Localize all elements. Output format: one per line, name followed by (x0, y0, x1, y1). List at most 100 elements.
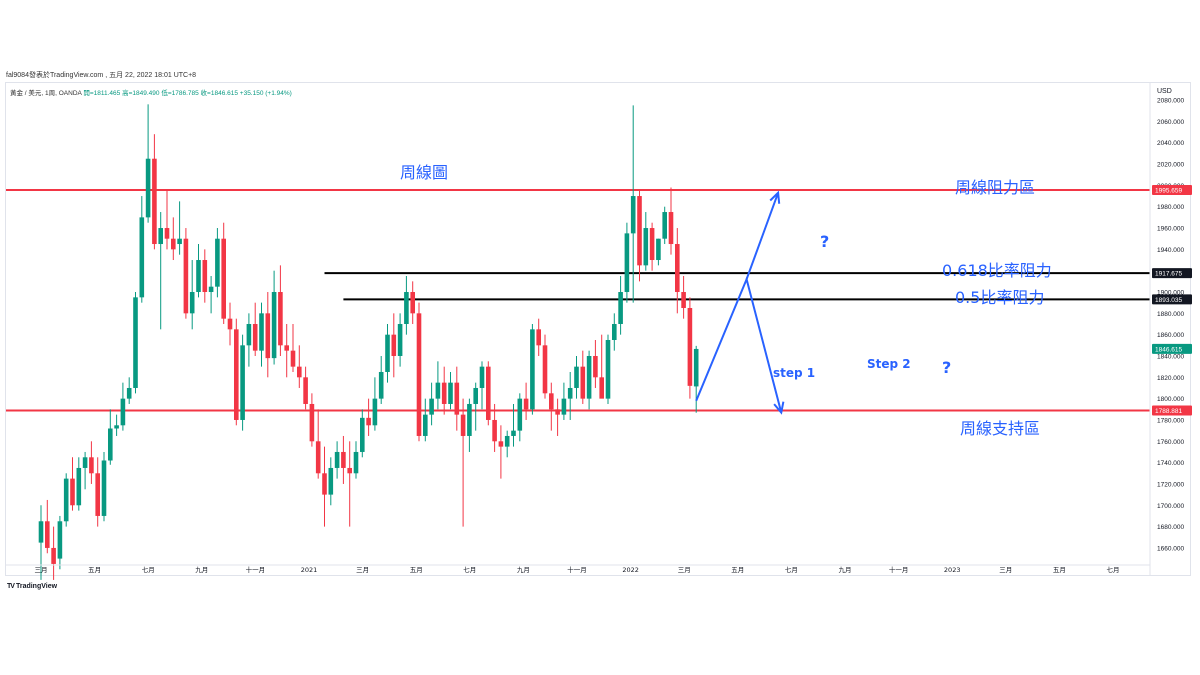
y-tick-label: 1880.000 (1157, 311, 1184, 318)
candle-body (240, 345, 245, 420)
candle-body (353, 451, 359, 474)
candle-body (372, 398, 378, 426)
question-mark-right: ? (942, 358, 951, 377)
price-tag-label: 1995.659 (1155, 188, 1182, 195)
time-axis[interactable]: 三月 五月 七月 九月 十一月 2021 三月 五月 七月 九月 十一月 2022 三月 五月 七月 九月 十一… (6, 564, 1150, 574)
candle-body (89, 457, 94, 474)
candle-body (574, 366, 579, 388)
candle-body (605, 339, 611, 399)
candle-body (378, 371, 384, 399)
candle-body (126, 387, 132, 399)
x-tick-label: 九月 (195, 565, 208, 574)
candle-body (82, 457, 88, 468)
price-tag-label: 1788.881 (1155, 408, 1182, 415)
candle-body (536, 329, 541, 346)
x-tick-label: 三月 (678, 566, 691, 574)
candle-body (530, 329, 535, 410)
candle-body (360, 417, 365, 452)
candle-body (152, 158, 157, 245)
candle-body (410, 292, 415, 314)
candle-body (215, 238, 220, 287)
candles (38, 104, 699, 580)
price-axis[interactable]: USD2080.0002060.0002040.0002020.0002000.… (1149, 83, 1184, 575)
price-tag-label: 1846.615 (1155, 346, 1182, 353)
candle-body (189, 292, 195, 314)
support-zone-label: 周線支持區 (960, 419, 1040, 438)
x-tick-label: 五月 (88, 566, 101, 574)
candle-body (271, 292, 277, 359)
candle-body (95, 473, 100, 516)
y-tick-label: 1800.000 (1157, 396, 1184, 403)
y-tick-label: 2040.000 (1157, 140, 1184, 147)
y-tick-label: 1700.000 (1157, 503, 1184, 510)
candle-body (523, 398, 529, 410)
price-tag-box (1152, 185, 1192, 196)
x-tick-label: 九月 (839, 565, 852, 574)
candle-body (492, 419, 497, 442)
candle-body (467, 403, 472, 436)
open-value: 開=1811.465 (83, 90, 121, 97)
symbol-name[interactable]: 黃金 / 美元, 1周, OANDA (10, 90, 82, 97)
candle-body (385, 334, 390, 372)
x-tick-label: 五月 (410, 566, 423, 574)
y-tick-label: 1960.000 (1157, 226, 1184, 233)
candle-body (612, 324, 617, 340)
candle-body (108, 428, 113, 461)
candle-body (297, 366, 302, 378)
candle-body (397, 324, 403, 356)
low-value: 低=1786.785 (161, 90, 199, 97)
x-tick-label: 十一月 (889, 565, 909, 574)
footer-brand[interactable]: TV TradingView (7, 583, 57, 590)
candle-body (693, 348, 699, 387)
candle-body (498, 441, 504, 447)
candle-body (630, 196, 636, 234)
candle-body (259, 313, 264, 351)
candle-body (227, 318, 233, 330)
x-tick-label: 2021 (301, 566, 318, 574)
candle-body (637, 196, 642, 266)
close-value: 收=1846.615 (200, 90, 238, 97)
candle-body (448, 382, 453, 404)
x-tick-label: 五月 (731, 566, 744, 574)
candle-body (561, 398, 567, 415)
y-tick-label: 1900.000 (1157, 290, 1184, 297)
candle-body (681, 292, 686, 309)
candle-body (70, 478, 75, 506)
candle-body (63, 478, 69, 522)
candle-body (208, 286, 214, 293)
candle-body (593, 355, 598, 378)
candle-body (322, 473, 327, 495)
candle-body (51, 547, 56, 564)
candle-body (341, 451, 346, 468)
candle-body (668, 212, 674, 245)
candle-body (347, 467, 352, 474)
change-value: +35.150 (+1.94%) (239, 90, 292, 97)
candle-body (221, 238, 226, 319)
candle-body (158, 228, 163, 245)
candle-body (423, 414, 428, 436)
y-tick-label: 1820.000 (1157, 375, 1184, 382)
brand-name: TradingView (15, 583, 58, 590)
candle-body (473, 387, 478, 404)
candle-body (580, 366, 586, 399)
symbol-legend: 黃金 / 美元, 1周, OANDA 開=1811.465 高=1849.490… (10, 87, 292, 97)
candle-body (315, 441, 321, 474)
candle-body (643, 228, 649, 266)
y-tick-label: 1740.000 (1157, 460, 1184, 467)
resistance-zone-label: 周線阻力區 (955, 178, 1035, 197)
y-tick-label: 2060.000 (1157, 119, 1184, 126)
candle-body (511, 430, 516, 436)
candle-body (441, 382, 447, 404)
x-tick-label: 五月 (1053, 566, 1066, 574)
step2-label: Step 2 (867, 357, 911, 371)
horizontal-lines (6, 189, 1150, 412)
x-tick-label: 七月 (142, 565, 155, 574)
candle-body (662, 212, 667, 239)
candle-body (517, 398, 523, 431)
candle-body (334, 451, 340, 468)
candle-body (649, 228, 655, 261)
candle-body (555, 409, 560, 415)
candle-body (479, 366, 485, 388)
price-tag-box (1152, 343, 1192, 354)
